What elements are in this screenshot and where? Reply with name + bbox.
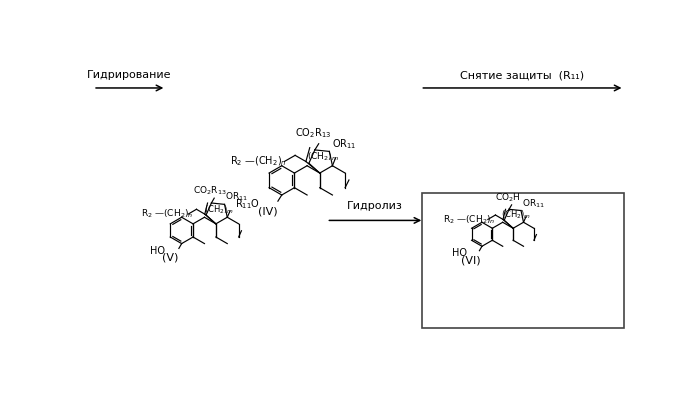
Text: OR$_{11}$: OR$_{11}$ xyxy=(225,191,248,203)
Text: Гидрирование: Гидрирование xyxy=(87,70,172,80)
Text: HO: HO xyxy=(150,246,165,256)
Text: Гидролиз: Гидролиз xyxy=(347,201,403,211)
Text: R$_2$ —(CH$_2$)$_n$: R$_2$ —(CH$_2$)$_n$ xyxy=(442,213,495,226)
Text: (VI): (VI) xyxy=(461,255,480,265)
Text: HO: HO xyxy=(452,248,467,258)
Text: (CH$_2$)$_m$: (CH$_2$)$_m$ xyxy=(307,151,340,163)
Text: (CH$_2$)$_m$: (CH$_2$)$_m$ xyxy=(500,209,531,221)
Text: OR$_{11}$: OR$_{11}$ xyxy=(522,197,545,210)
Text: CO$_2$R$_{13}$: CO$_2$R$_{13}$ xyxy=(295,126,331,140)
Text: OR$_{11}$: OR$_{11}$ xyxy=(332,137,356,151)
Text: (V): (V) xyxy=(162,252,178,263)
Text: Снятие защиты  (R₁₁): Снятие защиты (R₁₁) xyxy=(460,70,584,80)
Text: R$_{11}$O: R$_{11}$O xyxy=(235,197,260,211)
Text: CO$_2$R$_{13}$: CO$_2$R$_{13}$ xyxy=(193,184,226,197)
Bar xyxy=(422,193,624,328)
Text: R$_2$ —(CH$_2$)$_n$: R$_2$ —(CH$_2$)$_n$ xyxy=(141,208,194,220)
Text: (IV): (IV) xyxy=(258,207,278,217)
Text: R$_2$ —(CH$_2$)$_n$: R$_2$ —(CH$_2$)$_n$ xyxy=(230,155,286,168)
Text: (CH$_2$)$_m$: (CH$_2$)$_m$ xyxy=(204,204,234,216)
Text: CO$_2$H: CO$_2$H xyxy=(495,191,520,204)
